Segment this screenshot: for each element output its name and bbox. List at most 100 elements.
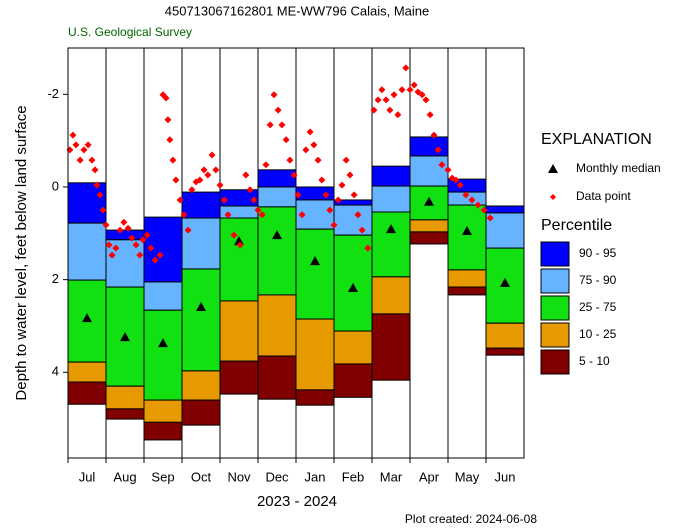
median-marker <box>158 338 168 348</box>
percentile-box <box>67 361 107 383</box>
percentile-box <box>143 309 183 401</box>
y-tick-label: 4 <box>52 364 59 379</box>
data-point <box>358 226 366 234</box>
percentile-box <box>295 389 335 406</box>
median-marker <box>82 313 92 323</box>
data-point <box>422 96 430 104</box>
percentile-box <box>67 182 107 224</box>
data-point <box>204 171 212 179</box>
percentile-box <box>143 399 183 423</box>
data-point <box>242 171 250 179</box>
data-point <box>398 86 406 94</box>
median-marker <box>424 196 434 206</box>
data-point <box>220 196 228 204</box>
legend-swatch <box>540 349 570 375</box>
caption: Plot created: 2024-06-08 <box>405 512 537 526</box>
legend-swatch <box>540 322 570 348</box>
percentile-box <box>181 191 221 219</box>
data-point <box>96 191 104 199</box>
percentile-box <box>219 217 259 302</box>
data-point <box>139 236 147 244</box>
data-point <box>480 206 488 214</box>
data-point <box>200 166 208 174</box>
percentile-box <box>219 189 259 207</box>
data-point <box>93 181 101 189</box>
percentile-box <box>371 165 411 187</box>
data-point <box>350 191 358 199</box>
percentile-box <box>409 219 449 233</box>
data-point <box>102 221 110 229</box>
data-point <box>72 141 80 149</box>
legend-median-label: Monthly median <box>576 161 661 175</box>
percentile-box <box>257 186 297 208</box>
data-point <box>246 186 254 194</box>
data-point <box>314 156 322 164</box>
data-point <box>274 106 282 114</box>
data-point <box>166 136 174 144</box>
data-point <box>382 96 390 104</box>
legend-label: 75 - 90 <box>579 273 617 287</box>
data-point <box>438 161 446 169</box>
data-point <box>322 191 330 199</box>
percentile-box <box>105 408 145 420</box>
data-point <box>402 64 410 72</box>
data-point <box>354 211 362 219</box>
median-marker <box>462 225 472 235</box>
data-point <box>266 121 274 129</box>
percentile-box <box>181 217 221 270</box>
percentile-box <box>485 205 525 214</box>
percentile-box <box>295 228 335 320</box>
data-point <box>346 171 354 179</box>
data-point <box>418 91 426 99</box>
data-point <box>76 156 84 164</box>
data-point <box>456 181 464 189</box>
data-point <box>208 151 216 159</box>
legend-point-label: Data point <box>576 189 631 203</box>
percentile-box <box>371 313 411 381</box>
legend-median-marker <box>548 164 558 173</box>
median-marker <box>348 282 358 292</box>
data-point <box>342 156 350 164</box>
data-point <box>88 156 96 164</box>
y-tick-label: -2 <box>47 86 59 101</box>
percentile-box <box>295 186 335 201</box>
data-point <box>374 96 382 104</box>
legend-swatch <box>540 268 570 294</box>
data-point <box>124 224 132 232</box>
percentile-box <box>409 155 449 187</box>
chart-subtitle: U.S. Geological Survey <box>68 25 192 39</box>
data-point <box>254 206 262 214</box>
data-point <box>108 251 116 259</box>
percentile-box <box>105 229 145 241</box>
data-point <box>290 171 298 179</box>
data-point <box>196 176 204 184</box>
percentile-box <box>219 360 259 395</box>
percentile-box <box>485 322 525 349</box>
x-tick-label: Jun <box>495 469 516 484</box>
data-point <box>330 221 338 229</box>
data-point <box>169 156 177 164</box>
data-point <box>310 141 318 149</box>
data-point <box>452 176 460 184</box>
percentile-box <box>371 211 411 278</box>
legend-label: 90 - 95 <box>579 246 617 260</box>
percentile-box <box>371 185 411 213</box>
percentile-box <box>257 169 297 188</box>
x-tick-label: Aug <box>113 469 136 484</box>
data-point <box>80 146 88 154</box>
data-point <box>318 176 326 184</box>
median-marker <box>272 230 282 240</box>
percentile-box <box>333 204 373 236</box>
percentile-box <box>67 222 107 281</box>
data-point <box>156 251 164 259</box>
data-point <box>286 156 294 164</box>
percentile-box <box>105 239 145 288</box>
percentile-box <box>143 421 183 441</box>
percentile-box <box>257 355 297 400</box>
x-tick-label: Nov <box>227 469 251 484</box>
data-point <box>474 201 482 209</box>
percentile-box <box>447 204 487 271</box>
data-point <box>128 234 136 242</box>
data-point <box>69 131 77 139</box>
